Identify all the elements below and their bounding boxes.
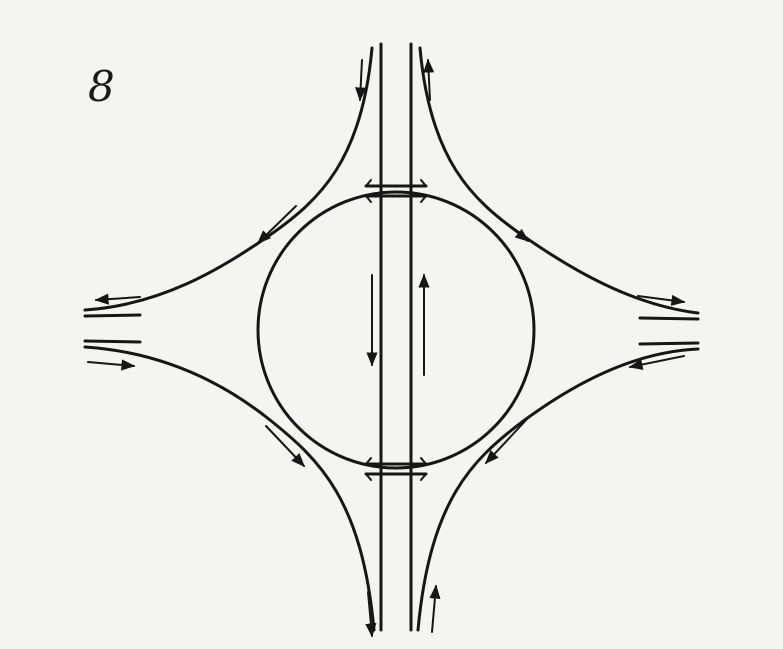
east-road-upper <box>638 316 700 321</box>
arrow-top-right-ramp <box>485 206 530 242</box>
arrow-bottom-right-ramp <box>485 417 529 465</box>
east-road-lower <box>638 341 700 346</box>
arrow-east-out <box>628 355 685 370</box>
ramp-bottom-left <box>83 345 376 632</box>
arrow-south-down <box>365 591 377 638</box>
arrow-south-up <box>429 584 441 633</box>
ramp-bottom-right <box>416 347 700 632</box>
overpass-bottom <box>364 457 428 481</box>
overpass-top <box>364 179 428 203</box>
arrow-west-in <box>87 359 136 371</box>
arrow-top-left-ramp <box>256 205 297 244</box>
west-road-upper <box>83 313 142 318</box>
arrow-bottom-left-ramp <box>265 425 305 468</box>
ramp-top-left <box>83 46 374 312</box>
roundabout-ring <box>256 190 536 470</box>
arrow-east-in <box>637 294 686 306</box>
ramp-top-right <box>418 46 700 315</box>
figure-label: 8 <box>88 62 115 111</box>
arrow-north-up <box>423 58 435 101</box>
arrow-west-out <box>94 293 141 305</box>
arrow-north-down <box>355 59 367 102</box>
west-road-lower <box>83 339 142 344</box>
